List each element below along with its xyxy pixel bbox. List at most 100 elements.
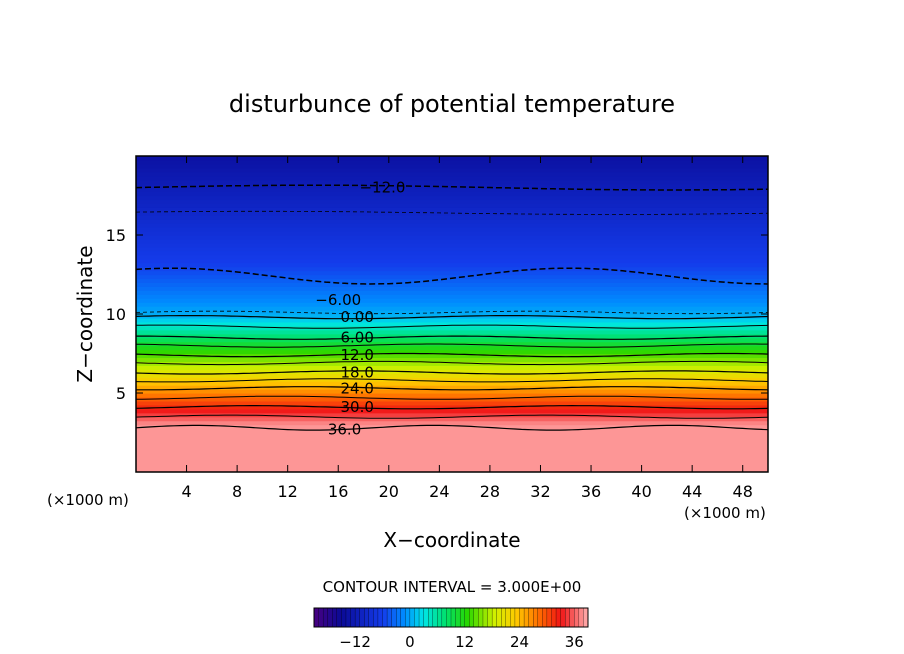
contour-label: 0.00 bbox=[340, 308, 373, 326]
field-band bbox=[136, 274, 768, 280]
contour-label: −6.00 bbox=[315, 291, 361, 309]
field-band bbox=[136, 179, 768, 185]
field-band bbox=[136, 444, 768, 449]
colorbar-cell bbox=[523, 607, 530, 628]
colorbar-cell bbox=[428, 607, 434, 628]
colorbar-cell bbox=[423, 607, 429, 628]
colorbar-cell bbox=[336, 607, 342, 628]
field-band bbox=[136, 432, 768, 438]
field-band bbox=[136, 195, 768, 201]
field-band bbox=[136, 400, 768, 406]
colorbar-cell bbox=[478, 607, 484, 628]
colorbar-cell bbox=[482, 607, 488, 628]
colorbar-cell bbox=[542, 607, 548, 628]
x-tick-label: 12 bbox=[278, 482, 298, 501]
colorbar-cell bbox=[464, 607, 470, 628]
field-band bbox=[136, 436, 768, 441]
colorbar-cell bbox=[313, 607, 320, 628]
colorbar-cell bbox=[327, 607, 333, 628]
field-band bbox=[136, 199, 768, 204]
colorbar-cell bbox=[400, 607, 406, 628]
contour-label: 30.0 bbox=[340, 398, 373, 416]
field-band bbox=[136, 211, 768, 216]
x-units-right: (×1000 m) bbox=[684, 504, 766, 522]
field-band bbox=[136, 159, 768, 165]
colorbar-cell bbox=[405, 607, 411, 628]
field-band bbox=[136, 424, 768, 430]
field-band bbox=[136, 231, 768, 236]
contour-lines bbox=[136, 184, 768, 431]
field-band bbox=[136, 412, 768, 418]
x-tick-label: 8 bbox=[232, 482, 242, 501]
field-band bbox=[136, 183, 768, 189]
colorbar-cell bbox=[533, 607, 539, 628]
field-band bbox=[136, 393, 768, 398]
field-band bbox=[136, 373, 768, 378]
colorbar-cell bbox=[396, 607, 402, 628]
contour-line bbox=[136, 360, 768, 366]
field-band bbox=[136, 298, 768, 303]
field-band bbox=[136, 420, 768, 426]
colorbar-cell bbox=[473, 607, 479, 628]
colorbar-cell bbox=[560, 607, 566, 628]
colorbar-cell bbox=[332, 607, 338, 628]
contour-line bbox=[136, 414, 768, 419]
contour-line bbox=[136, 424, 768, 431]
colorbar-tick-label: 0 bbox=[405, 633, 415, 651]
field-band bbox=[136, 266, 768, 272]
field-band bbox=[136, 416, 768, 422]
colorbar-cell bbox=[514, 607, 520, 628]
field-band bbox=[136, 254, 768, 260]
field-band bbox=[136, 238, 768, 244]
x-tick-label: 28 bbox=[480, 482, 500, 501]
x-tick-label: 44 bbox=[682, 482, 702, 501]
field-band bbox=[136, 258, 768, 264]
contour-interval-text: CONTOUR INTERVAL = 3.000E+00 bbox=[323, 578, 582, 596]
field-band bbox=[136, 389, 768, 394]
colorbar-tick-label: 24 bbox=[510, 633, 529, 651]
colorbar-cell bbox=[487, 607, 493, 628]
field-band bbox=[136, 203, 768, 208]
x-units-left: (×1000 m) bbox=[47, 491, 129, 509]
field-band bbox=[136, 325, 768, 331]
field-band bbox=[136, 235, 768, 240]
colorbar-cell bbox=[455, 607, 461, 628]
colorbar-cell bbox=[354, 607, 361, 628]
contour-label: −12.0 bbox=[359, 179, 405, 197]
y-axis-label: Z−coordinate bbox=[73, 245, 97, 382]
colorbar-cell bbox=[528, 607, 534, 628]
contour-line bbox=[136, 310, 768, 315]
x-tick-label: 16 bbox=[328, 482, 348, 501]
colorbar-cell bbox=[491, 607, 498, 628]
x-axis-label: X−coordinate bbox=[383, 528, 520, 552]
field-band bbox=[136, 294, 768, 299]
field-band bbox=[136, 385, 768, 390]
colorbar-cell bbox=[551, 607, 557, 628]
field-band bbox=[136, 163, 768, 169]
colorbar-cell bbox=[373, 607, 379, 628]
colorbar-cell bbox=[382, 607, 388, 628]
colorbar-cell bbox=[501, 607, 507, 628]
field-band bbox=[136, 464, 768, 469]
colorbar-cell bbox=[359, 607, 365, 628]
x-tick-label: 48 bbox=[733, 482, 753, 501]
colorbar-cell bbox=[496, 607, 502, 628]
colorbar-cell bbox=[364, 607, 370, 628]
colorbar-cell bbox=[368, 607, 374, 628]
field-band bbox=[136, 156, 768, 161]
colorbar-frame bbox=[313, 607, 589, 628]
field-band bbox=[136, 428, 768, 434]
colorbar-tick-label: −12 bbox=[339, 633, 371, 651]
colorbar-cell bbox=[565, 607, 571, 628]
field-band bbox=[136, 456, 768, 461]
y-tick-label: 10 bbox=[106, 305, 126, 324]
colorbar-cell bbox=[391, 607, 397, 628]
colorbar-ticks: −12 0 12 24 36 bbox=[339, 633, 584, 651]
colorbar-cell bbox=[341, 607, 347, 628]
colorbar-cell bbox=[350, 607, 356, 628]
colorbar-cell bbox=[441, 607, 447, 628]
chart-title: disturbunce of potential temperature bbox=[229, 90, 675, 118]
field-band bbox=[136, 270, 768, 276]
